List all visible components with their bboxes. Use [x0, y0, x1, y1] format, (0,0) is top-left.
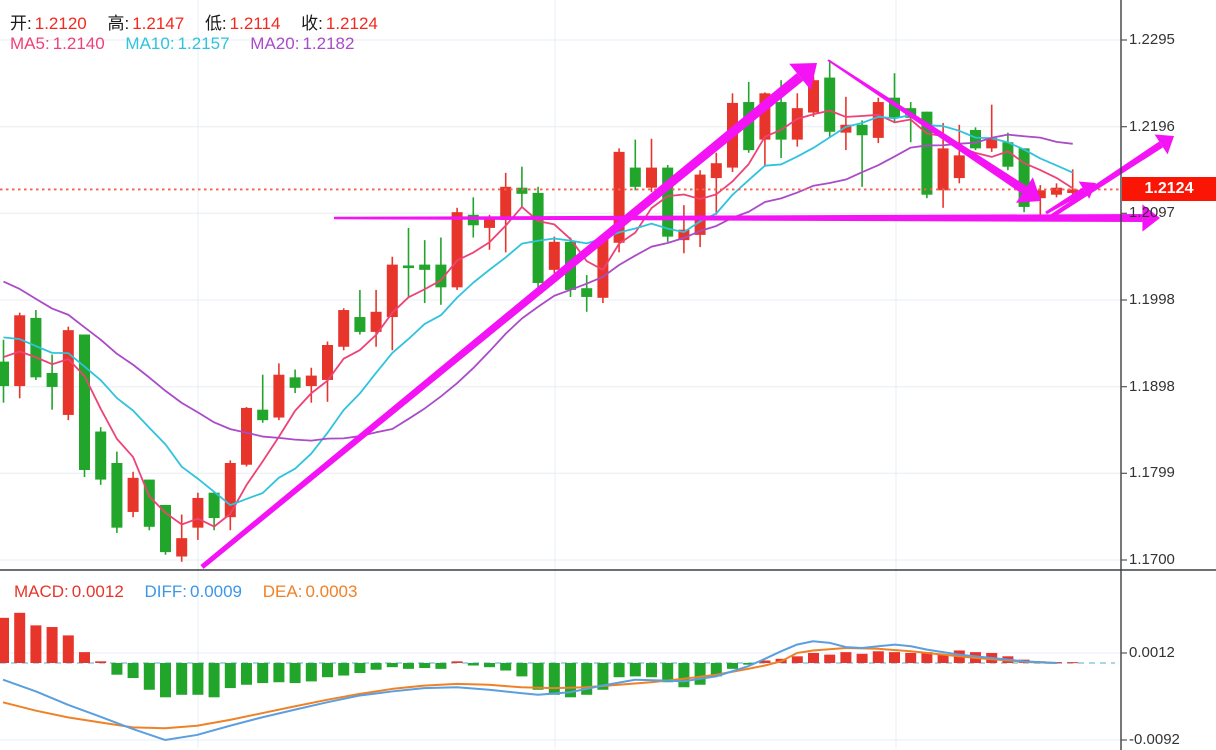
ma10-value: 1.2157 [177, 34, 230, 53]
price-axis-label: 1.1799 [1129, 464, 1175, 482]
price-axis-label: 1.1998 [1129, 291, 1175, 308]
macd-axis-label: -0.0092 [1129, 731, 1180, 748]
ma10-label: MA10: [125, 34, 175, 53]
price-pane[interactable] [0, 0, 1121, 570]
price-axis-label: 1.1700 [1129, 551, 1175, 568]
price-axis-label: 1.1898 [1129, 377, 1175, 395]
trend-annotations[interactable] [200, 59, 1174, 569]
diff-label: DIFF: [144, 582, 188, 601]
ma-header: MA5: 1.2140 MA10: 1.2157 MA20: 1.2182 [10, 34, 354, 54]
high-label: 高: [107, 14, 130, 33]
close-label: 收: [301, 14, 323, 33]
low-value: 1.2114 [229, 14, 281, 33]
ohlc-header: 开: 1.2120 高: 1.2147 低: 1.2114 收: 1.2124 [10, 9, 378, 34]
ma5-label: MA5: [10, 34, 50, 53]
open-value: 1.2120 [34, 14, 87, 33]
ma20-value: 1.2182 [302, 34, 355, 53]
ma5-value: 1.2140 [52, 34, 105, 53]
close-value: 1.2124 [325, 14, 378, 33]
open-label: 开: [10, 14, 32, 33]
ma20-label: MA20: [250, 34, 300, 53]
macd-label: MACD: [14, 582, 69, 601]
low-label: 低: [204, 14, 227, 33]
macd-header: MACD: 0.0012 DIFF: 0.0009 DEA: 0.0003 [14, 582, 357, 602]
price-axis-label: 1.2196 [1129, 117, 1175, 135]
macd-value: 0.0012 [71, 582, 124, 601]
price-axis-label: 1.2295 [1129, 31, 1175, 48]
macd-axis-label: 0.0012 [1129, 644, 1175, 661]
diff-value: 0.0009 [190, 582, 243, 601]
dea-value: 0.0003 [305, 582, 358, 601]
price-axis-label: 1.2097 [1129, 204, 1175, 222]
current-price-badge: 1.2124 [1122, 177, 1216, 202]
high-value: 1.2147 [132, 14, 185, 33]
price-axis[interactable] [1121, 0, 1216, 750]
dea-label: DEA: [262, 582, 303, 601]
